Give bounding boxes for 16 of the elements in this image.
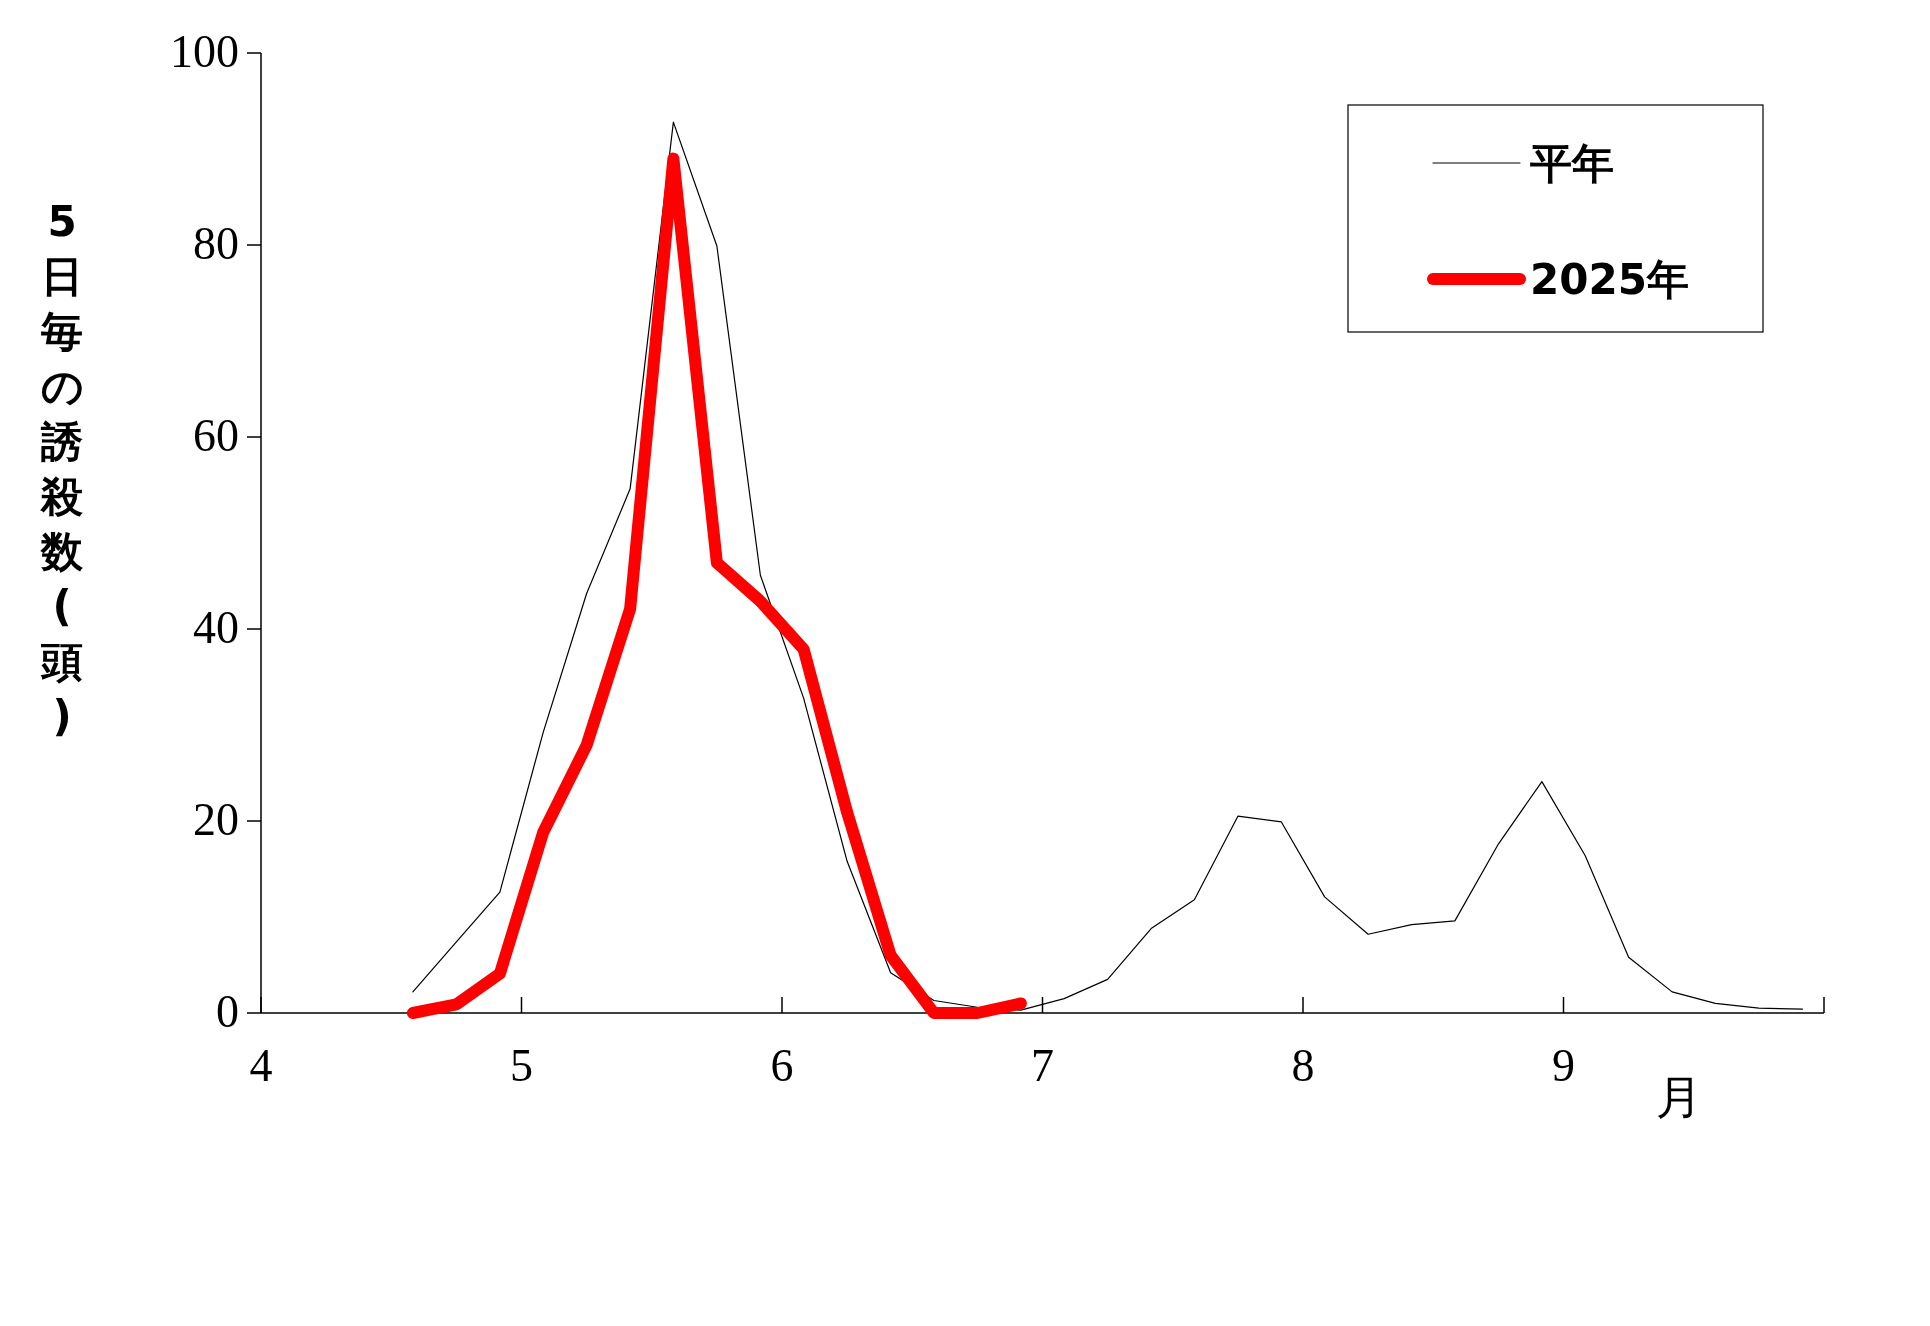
legend-label: 平年	[1529, 139, 1614, 188]
y-tick-label: 20	[193, 794, 239, 845]
x-tick-label: 5	[510, 1040, 533, 1091]
x-tick-label: 8	[1291, 1040, 1315, 1091]
x-tick-label: 4	[249, 1040, 273, 1091]
y-tick-label: 60	[193, 410, 239, 461]
y-tick-label: 80	[193, 218, 239, 269]
y-tick-label: 100	[170, 26, 239, 77]
y-tick-label: 0	[216, 986, 239, 1037]
x-axis-title: 月	[1656, 1072, 1702, 1123]
y-axis-title: 5日毎の誘殺数(頭)	[40, 197, 84, 741]
x-tick-label: 7	[1031, 1040, 1054, 1091]
x-tick-label: 6	[770, 1040, 794, 1091]
y-tick-label: 40	[193, 602, 239, 653]
x-tick-label: 9	[1552, 1040, 1575, 1091]
legend-label: 2025年	[1530, 255, 1689, 304]
